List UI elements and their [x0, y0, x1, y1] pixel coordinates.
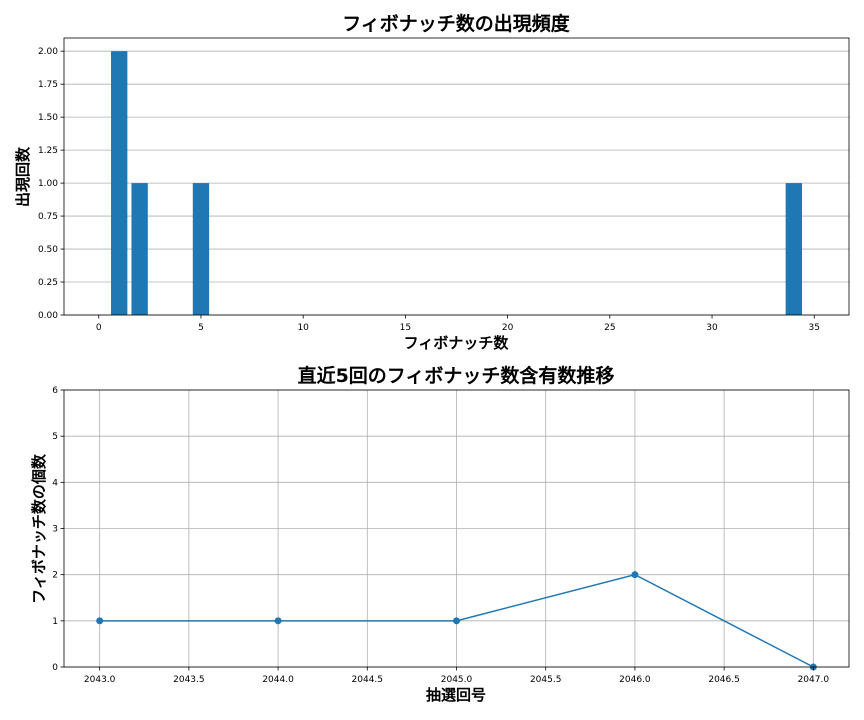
y-tick-label: 0	[52, 663, 58, 673]
y-tick-label: 5	[52, 432, 58, 442]
y-tick-label: 1.25	[38, 146, 58, 156]
x-tick-label: 5	[198, 323, 204, 333]
y-tick-label: 2	[52, 571, 58, 581]
y-tick-label: 6	[52, 386, 58, 396]
trend-chart: 直近5回のフィボナッチ数含有数推移 0 1 2 3 4 5 6 2043.0 2043.5 204…	[30, 364, 850, 704]
y-tick-label: 1.50	[38, 113, 58, 123]
frequency-chart-grid	[64, 50, 849, 316]
frequency-chart-title: フィボナッチ数の出現頻度	[342, 12, 571, 35]
frequency-chart-ticks: 0.00 0.25 0.50 0.75 1.00 1.25 1.50 1.75 2.00 0 5 10…	[38, 47, 820, 333]
x-tick-label: 2044.0	[262, 675, 294, 685]
bar	[131, 183, 148, 315]
trend-chart-grid	[64, 389, 849, 668]
x-tick-label: 2043.0	[84, 675, 116, 685]
x-tick-label: 30	[706, 323, 718, 333]
bar	[785, 183, 802, 315]
y-tick-label: 1	[52, 617, 58, 627]
frequency-chart-xlabel: フィボナッチ数	[404, 334, 510, 352]
x-tick-label: 35	[809, 323, 820, 333]
x-tick-label: 2046.5	[708, 675, 740, 685]
bar	[111, 51, 128, 315]
x-tick-label: 25	[604, 323, 615, 333]
trend-chart-ylabel: フィボナッチ数の個数	[30, 453, 48, 604]
bar	[192, 183, 210, 315]
y-tick-label: 1.75	[38, 80, 58, 90]
y-tick-label: 0.75	[38, 212, 58, 222]
x-tick-label: 20	[502, 323, 514, 333]
trend-chart-ticks: 0 1 2 3 4 5 6 2043.0 2043.5 2044.0 2044.5 2045.0 204…	[52, 386, 829, 685]
y-tick-label: 3	[52, 525, 58, 535]
x-tick-label: 2046.0	[619, 675, 651, 685]
data-point	[631, 571, 639, 579]
trend-chart-series	[96, 571, 817, 671]
frequency-chart-frame	[63, 37, 850, 316]
x-tick-label: 2044.5	[352, 675, 384, 685]
data-point	[274, 617, 282, 625]
x-tick-label: 2043.5	[173, 675, 205, 685]
x-tick-label: 0	[96, 323, 102, 333]
y-tick-label: 1.00	[38, 179, 58, 189]
y-tick-label: 0.00	[38, 311, 58, 321]
frequency-chart-bars	[111, 51, 802, 315]
data-point	[96, 617, 104, 625]
trend-chart-xlabel: 抽選回号	[426, 686, 486, 704]
trend-chart-title: 直近5回のフィボナッチ数含有数推移	[298, 364, 615, 387]
frequency-chart: フィボナッチ数の出現頻度 0.00 0.25 0.50 0.75 1.00 1.25 1.5…	[14, 12, 850, 352]
y-tick-label: 2.00	[38, 47, 58, 57]
x-tick-label: 2045.0	[441, 675, 473, 685]
y-tick-label: 0.25	[38, 278, 58, 288]
x-tick-label: 15	[400, 323, 411, 333]
frequency-chart-ylabel: 出現回数	[14, 146, 32, 207]
y-tick-label: 0.50	[38, 245, 58, 255]
x-tick-label: 10	[297, 323, 309, 333]
x-tick-label: 2045.5	[530, 675, 562, 685]
x-tick-label: 2047.0	[798, 675, 830, 685]
data-point	[453, 617, 460, 625]
y-tick-label: 4	[52, 478, 58, 488]
